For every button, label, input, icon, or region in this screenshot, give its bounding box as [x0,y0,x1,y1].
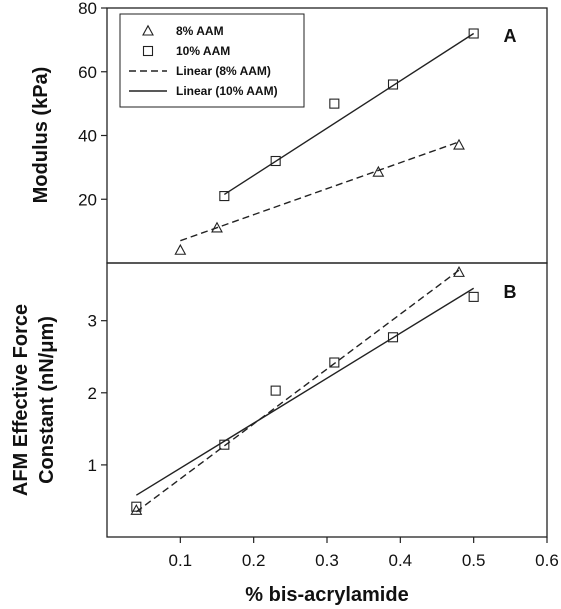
y-tick-label: 40 [78,127,97,146]
data-point-8-aam [453,266,465,277]
x-tick-label: 0.2 [242,551,266,570]
data-point-10-aam [219,439,230,450]
legend: 8% AAM 10% AAM Linear (8% AAM) Linear (10% … [119,13,305,108]
data-point-10-aam [329,98,340,109]
data-point-10-aam [219,191,230,202]
plot-frame [106,262,548,538]
data-point-10-aam [270,385,281,396]
legend-item-linear-8-aam: Linear (8% AAM) [176,64,271,78]
x-tick-label: 0.5 [462,551,486,570]
panel-b: 1 2 3 0.1 0.2 0.3 0.4 0.5 0.6 B [88,262,559,570]
data-point-8-aam [130,503,143,515]
panel-letter: A [504,26,517,46]
axis-titles: Modulus (kPa) AFM Effective Force Constant… [10,67,409,606]
data-point-10-aam [131,501,142,512]
data-point-10-aam [387,79,399,90]
fit-line-8-aam [135,269,460,513]
legend-item-10-aam: 10% AAM [176,44,230,58]
y-tick-label: 80 [78,0,97,18]
legend-item-8-aam: 8% AAM [176,24,224,38]
data-point-8-aam [453,138,465,150]
data-point-10-aam [468,291,479,302]
y-tick-label: 60 [78,63,97,82]
x-tick-label: 0.3 [315,551,339,570]
x-tick-label: 0.1 [169,551,193,570]
data-point-10-aam [468,28,479,39]
data-point-10-aam [329,357,340,368]
y-axis-title-b-line1: AFM Effective Force [10,304,32,496]
fit-line-10-aam [223,32,475,196]
data-point-10-aam [387,332,399,343]
x-tick-label: 0.6 [535,551,559,570]
panel-letter: B [504,282,517,302]
y-axis-title-b-line2: Constant (nN/μm) [36,316,58,484]
data-point-10-aam [270,155,281,167]
fit-line-10-aam [135,287,475,496]
legend-item-linear-10-aam: Linear (10% AAM) [176,84,278,98]
x-tick-label: 0.4 [389,551,413,570]
legend-box [119,13,305,108]
data-point-8-aam [211,221,223,233]
y-tick-label: 3 [88,312,97,331]
y-tick-label: 2 [88,384,97,403]
y-tick-label: 1 [88,456,97,475]
data-point-8-aam [174,243,187,255]
legend-triangle-marker [142,24,154,36]
legend-square-marker [142,45,154,57]
x-axis-title: % bis-acrylamide [245,584,408,606]
y-axis-title-a: Modulus (kPa) [30,67,52,204]
fit-line-8-aam [180,141,460,242]
data-point-8-aam [372,165,385,177]
y-tick-label: 20 [78,190,97,209]
